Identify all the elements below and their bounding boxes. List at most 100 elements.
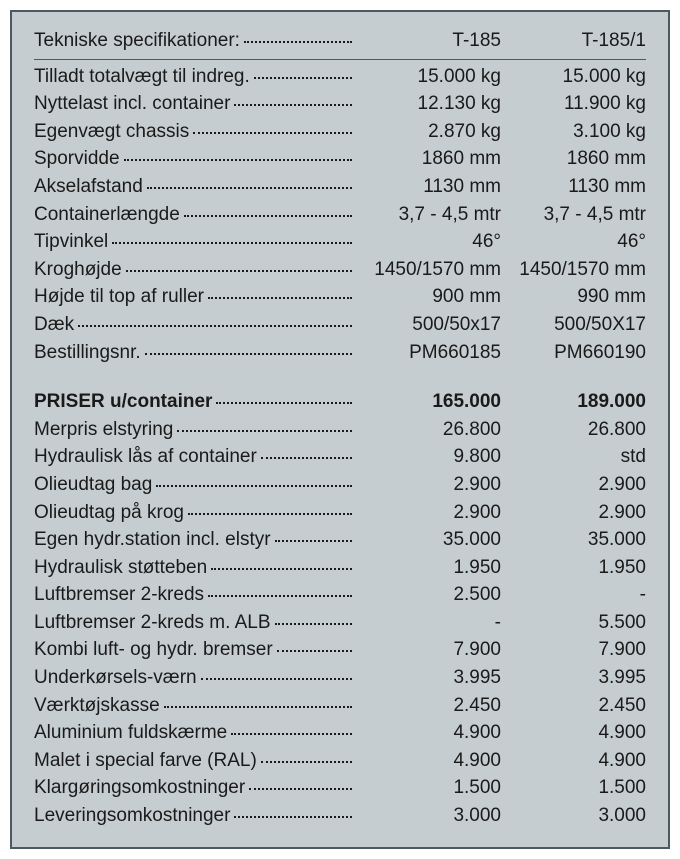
price-col2: 7.900 (501, 637, 646, 664)
price-col2: 3.000 (501, 803, 646, 830)
price-row: Merpris elstyring26.80026.800 (34, 417, 646, 444)
spec-col2: 46° (501, 229, 646, 256)
price-row: Hydraulisk lås af container9.800std (34, 444, 646, 471)
price-col1: - (356, 610, 501, 637)
dots (216, 402, 352, 404)
price-label: Luftbremser 2-kreds (34, 582, 204, 609)
dots (234, 104, 352, 106)
spec-col1: 1860 mm (356, 146, 501, 173)
dots (211, 568, 352, 570)
price-label: Olieudtag bag (34, 472, 152, 499)
dots (184, 215, 352, 217)
dots (126, 270, 352, 272)
spec-col1: 12.130 kg (356, 91, 501, 118)
spec-col1: PM660185 (356, 340, 501, 367)
price-header-col2: 189.000 (501, 389, 646, 416)
price-col1: 7.900 (356, 637, 501, 664)
price-col1: 1.500 (356, 775, 501, 802)
spec-label: Egenvægt chassis (34, 119, 189, 146)
dots (177, 430, 352, 432)
price-col2: 1.950 (501, 555, 646, 582)
spec-col1: 15.000 kg (356, 64, 501, 91)
dots (275, 623, 352, 625)
price-row: Klargøringsomkostninger1.5001.500 (34, 775, 646, 802)
price-col2: 2.900 (501, 472, 646, 499)
price-label: Malet i special farve (RAL) (34, 748, 257, 775)
spec-col1: 1450/1570 mm (356, 257, 501, 284)
price-col2: 4.900 (501, 720, 646, 747)
price-col1: 2.500 (356, 582, 501, 609)
spec-label: Akselafstand (34, 174, 143, 201)
price-col1: 3.000 (356, 803, 501, 830)
spacer (34, 367, 646, 389)
dots (193, 132, 352, 134)
dots (188, 513, 352, 515)
spec-col1: 900 mm (356, 284, 501, 311)
spec-row: Bestillingsnr. PM660185PM660190 (34, 340, 646, 367)
price-header-row: PRISER u/container 165.000 189.000 (34, 389, 646, 416)
header-label: Tekniske specifikationer: (34, 28, 240, 55)
spec-col2: 500/50X17 (501, 312, 646, 339)
price-col1: 2.900 (356, 500, 501, 527)
dots (156, 485, 352, 487)
dots (124, 159, 352, 161)
spec-col2: 3.100 kg (501, 119, 646, 146)
price-col2: - (501, 582, 646, 609)
price-row: Leveringsomkostninger 3.0003.000 (34, 803, 646, 830)
spec-col2: PM660190 (501, 340, 646, 367)
price-col1: 4.900 (356, 748, 501, 775)
price-col2: std (501, 444, 646, 471)
price-row: Egen hydr.station incl. elstyr35.00035.0… (34, 527, 646, 554)
price-label: Luftbremser 2-kreds m. ALB (34, 610, 271, 637)
price-col1: 3.995 (356, 665, 501, 692)
spec-label: Sporvidde (34, 146, 120, 173)
price-row: Hydraulisk støtteben 1.9501.950 (34, 555, 646, 582)
price-label: Kombi luft- og hydr. bremser (34, 637, 273, 664)
dots (231, 733, 352, 735)
price-label: Merpris elstyring (34, 417, 173, 444)
price-label: Hydraulisk støtteben (34, 555, 207, 582)
spec-col1: 1130 mm (356, 174, 501, 201)
dots (147, 187, 352, 189)
spec-col1: 46° (356, 229, 501, 256)
prices-body: Merpris elstyring26.80026.800Hydraulisk … (34, 417, 646, 830)
price-col2: 4.900 (501, 748, 646, 775)
dots (208, 297, 352, 299)
spec-row: Tipvinkel46°46° (34, 229, 646, 256)
price-row: Værktøjskasse2.4502.450 (34, 693, 646, 720)
price-col2: 2.450 (501, 693, 646, 720)
header-col2: T-185/1 (501, 28, 646, 55)
spec-row: Kroghøjde1450/1570 mm1450/1570 mm (34, 257, 646, 284)
price-col2: 1.500 (501, 775, 646, 802)
price-col2: 5.500 (501, 610, 646, 637)
spec-label: Containerlængde (34, 202, 180, 229)
price-label: Leveringsomkostninger (34, 803, 230, 830)
spec-label: Dæk (34, 312, 74, 339)
dots (275, 540, 352, 542)
price-col1: 1.950 (356, 555, 501, 582)
spec-row: Nyttelast incl. container12.130 kg11.900… (34, 91, 646, 118)
price-header-label: PRISER u/container (34, 389, 212, 416)
price-row: Aluminium fuldskærme 4.9004.900 (34, 720, 646, 747)
spec-row: Containerlængde3,7 - 4,5 mtr3,7 - 4,5 mt… (34, 202, 646, 229)
price-col2: 2.900 (501, 500, 646, 527)
spec-row: Højde til top af ruller900 mm990 mm (34, 284, 646, 311)
dots (201, 678, 352, 680)
price-row: Malet i special farve (RAL) 4.9004.900 (34, 748, 646, 775)
header-col1: T-185 (356, 28, 501, 55)
price-label: Hydraulisk lås af container (34, 444, 257, 471)
spec-label: Tilladt totalvægt til indreg. (34, 64, 250, 91)
dots (164, 706, 352, 708)
price-label: Underkørsels-værn (34, 665, 197, 692)
spec-label: Bestillingsnr. (34, 340, 141, 367)
price-row: Luftbremser 2-kreds m. ALB -5.500 (34, 610, 646, 637)
spec-col2: 11.900 kg (501, 91, 646, 118)
dots (254, 77, 352, 79)
spec-col1: 2.870 kg (356, 119, 501, 146)
table-header-row: Tekniske specifikationer: T-185 T-185/1 (34, 28, 646, 60)
spec-col2: 990 mm (501, 284, 646, 311)
price-col1: 4.900 (356, 720, 501, 747)
dots (277, 650, 352, 652)
price-label: Aluminium fuldskærme (34, 720, 227, 747)
price-col1: 35.000 (356, 527, 501, 554)
